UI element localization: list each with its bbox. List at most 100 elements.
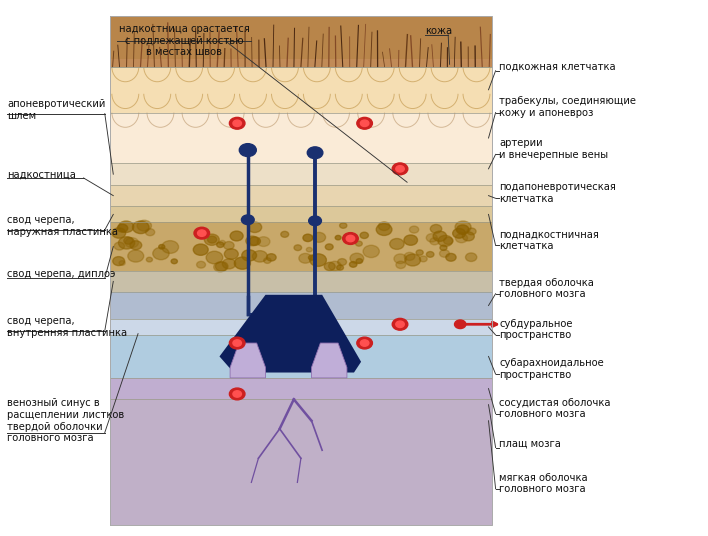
Circle shape bbox=[404, 235, 418, 245]
Circle shape bbox=[394, 254, 406, 264]
Circle shape bbox=[355, 241, 362, 246]
Circle shape bbox=[346, 235, 355, 242]
Circle shape bbox=[229, 337, 245, 349]
Polygon shape bbox=[110, 163, 492, 185]
Circle shape bbox=[363, 245, 379, 258]
Circle shape bbox=[378, 222, 390, 230]
Polygon shape bbox=[110, 319, 492, 335]
Circle shape bbox=[233, 340, 241, 346]
Polygon shape bbox=[312, 343, 347, 378]
Circle shape bbox=[396, 261, 406, 269]
Circle shape bbox=[357, 117, 372, 129]
Circle shape bbox=[440, 245, 447, 250]
Circle shape bbox=[337, 265, 343, 270]
Circle shape bbox=[205, 234, 219, 245]
Circle shape bbox=[118, 221, 134, 233]
Circle shape bbox=[350, 262, 357, 267]
Circle shape bbox=[404, 252, 415, 260]
Text: свод черепа,
внутренняя пластинка: свод черепа, внутренняя пластинка bbox=[7, 316, 127, 338]
Circle shape bbox=[419, 256, 427, 262]
Text: венозный синус в
расщеплении листков
твердой оболочки
головного мозга: венозный синус в расщеплении листков тве… bbox=[7, 398, 125, 443]
Text: мягкая оболочка
головного мозга: мягкая оболочка головного мозга bbox=[499, 473, 588, 494]
Circle shape bbox=[161, 241, 178, 254]
Circle shape bbox=[455, 221, 471, 233]
Circle shape bbox=[206, 251, 223, 264]
Text: надкостница срастается
с подлежащей костью
в местах швов: надкостница срастается с подлежащей кост… bbox=[119, 24, 249, 57]
Text: апоневротический
шлем: апоневротический шлем bbox=[7, 99, 105, 121]
Text: плащ мозга: плащ мозга bbox=[499, 439, 561, 449]
Text: подапоневротическая
клетчатка: подапоневротическая клетчатка bbox=[499, 182, 616, 204]
Circle shape bbox=[462, 232, 474, 241]
Circle shape bbox=[119, 260, 125, 265]
Circle shape bbox=[426, 234, 438, 242]
Text: сосудистая оболочка
головного мозга: сосудистая оболочка головного мозга bbox=[499, 398, 610, 419]
Circle shape bbox=[145, 229, 155, 236]
Polygon shape bbox=[110, 271, 492, 292]
Circle shape bbox=[360, 232, 368, 239]
Circle shape bbox=[224, 249, 239, 259]
Circle shape bbox=[224, 242, 234, 249]
Circle shape bbox=[233, 391, 241, 397]
Text: твердая оболочка
головного мозга: твердая оболочка головного мозга bbox=[499, 278, 594, 299]
Circle shape bbox=[241, 215, 254, 225]
Circle shape bbox=[137, 220, 152, 231]
Polygon shape bbox=[110, 292, 492, 319]
Circle shape bbox=[112, 228, 126, 238]
Circle shape bbox=[389, 239, 404, 249]
Circle shape bbox=[214, 262, 227, 272]
Circle shape bbox=[310, 254, 326, 266]
Circle shape bbox=[229, 388, 245, 400]
Circle shape bbox=[257, 237, 270, 247]
Circle shape bbox=[350, 253, 364, 264]
Circle shape bbox=[360, 120, 369, 126]
Circle shape bbox=[118, 224, 127, 232]
Circle shape bbox=[396, 166, 404, 172]
Circle shape bbox=[396, 321, 404, 327]
Circle shape bbox=[430, 225, 442, 233]
Circle shape bbox=[266, 254, 276, 261]
Text: кожа: кожа bbox=[425, 26, 452, 36]
Circle shape bbox=[356, 258, 362, 264]
Circle shape bbox=[230, 231, 243, 241]
Polygon shape bbox=[110, 335, 492, 378]
Polygon shape bbox=[110, 16, 492, 67]
Circle shape bbox=[338, 259, 347, 265]
Circle shape bbox=[171, 259, 178, 264]
Circle shape bbox=[440, 250, 450, 257]
Polygon shape bbox=[110, 59, 492, 67]
Circle shape bbox=[159, 244, 165, 249]
Circle shape bbox=[465, 253, 476, 262]
Circle shape bbox=[118, 237, 135, 249]
Circle shape bbox=[207, 236, 217, 243]
Circle shape bbox=[194, 227, 210, 239]
Text: надкостница: надкостница bbox=[7, 169, 76, 179]
Circle shape bbox=[455, 234, 467, 243]
Circle shape bbox=[246, 236, 258, 245]
Text: субарахноидальное
пространство: субарахноидальное пространство bbox=[499, 358, 604, 379]
Circle shape bbox=[376, 224, 392, 235]
Circle shape bbox=[426, 251, 434, 257]
Text: свод черепа, диплоэ: свод черепа, диплоэ bbox=[7, 270, 115, 279]
Text: подкожная клетчатка: подкожная клетчатка bbox=[499, 62, 616, 72]
Circle shape bbox=[433, 231, 447, 241]
Circle shape bbox=[128, 250, 144, 262]
Circle shape bbox=[325, 244, 333, 250]
Circle shape bbox=[229, 117, 245, 129]
Circle shape bbox=[299, 254, 312, 263]
Circle shape bbox=[252, 251, 268, 262]
Circle shape bbox=[335, 235, 341, 240]
Polygon shape bbox=[110, 399, 492, 525]
Circle shape bbox=[197, 262, 205, 268]
Circle shape bbox=[239, 144, 256, 157]
Circle shape bbox=[343, 233, 358, 244]
Circle shape bbox=[329, 261, 341, 271]
Circle shape bbox=[467, 228, 476, 235]
Polygon shape bbox=[110, 206, 492, 222]
Text: поднадкостничная
клетчатка: поднадкостничная клетчатка bbox=[499, 229, 599, 251]
Circle shape bbox=[130, 241, 142, 250]
Circle shape bbox=[153, 247, 169, 260]
Circle shape bbox=[309, 216, 321, 226]
Polygon shape bbox=[110, 16, 492, 525]
Circle shape bbox=[241, 250, 256, 261]
Polygon shape bbox=[110, 113, 492, 163]
